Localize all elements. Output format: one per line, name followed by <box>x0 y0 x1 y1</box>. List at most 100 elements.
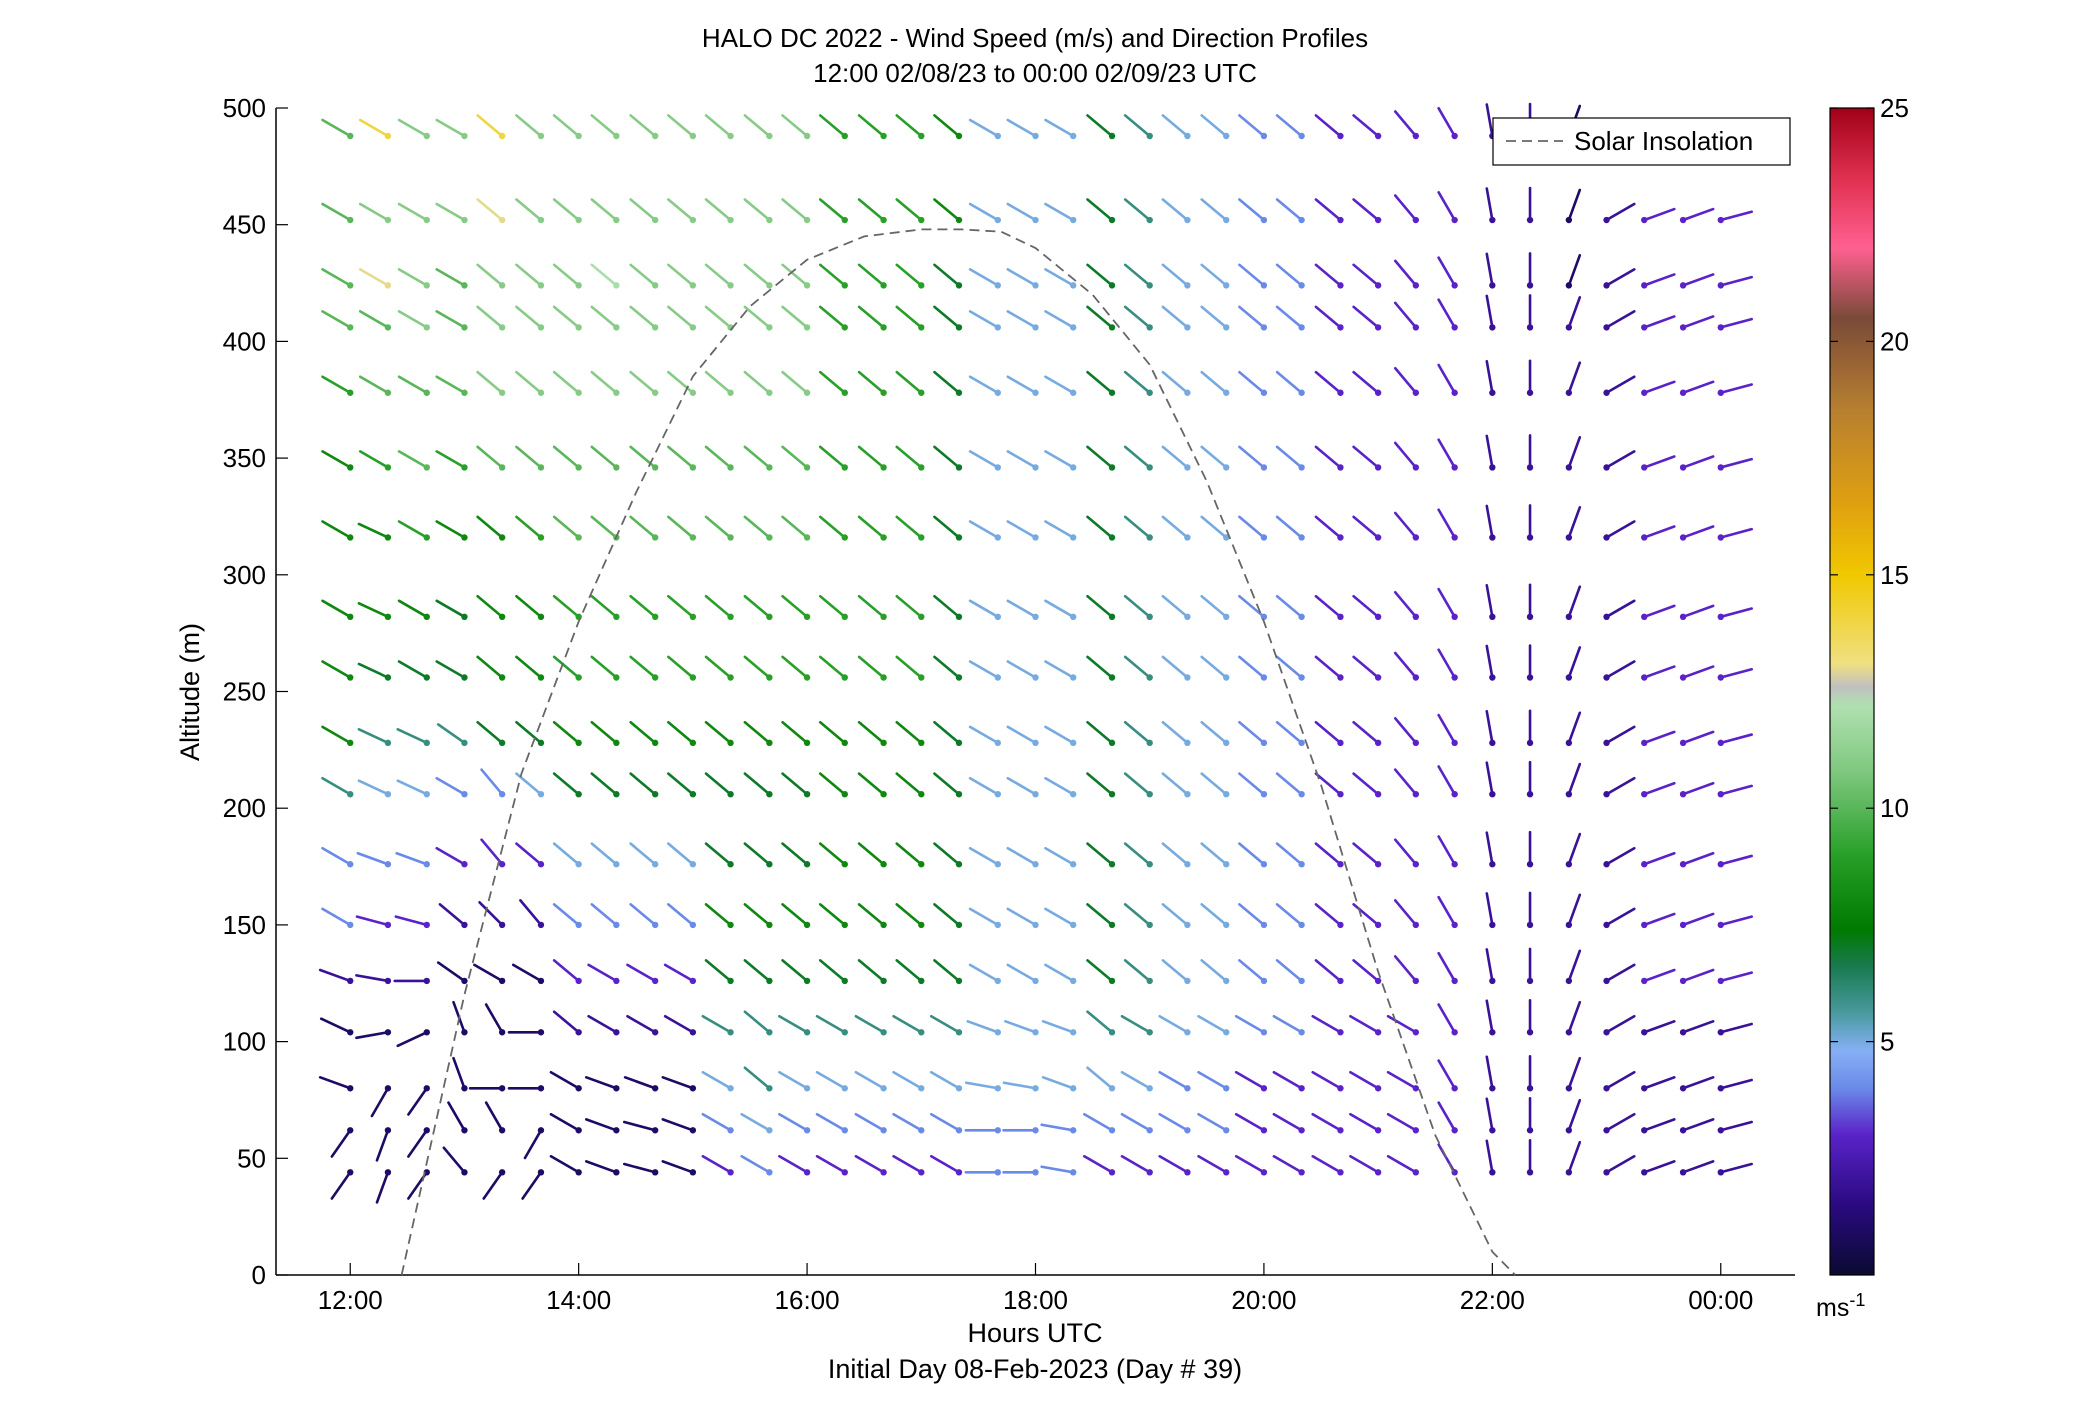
wind-barb-shaft <box>704 445 732 469</box>
wind-barb-shaft <box>1161 720 1189 745</box>
wind-barb-dot <box>689 1085 697 1092</box>
wind-barb-dot <box>347 739 354 747</box>
wind-barb-shaft <box>778 1155 809 1174</box>
wind-barb-shaft <box>1123 198 1152 222</box>
wind-barb-shaft <box>663 963 695 983</box>
wind-barb-shaft <box>1200 594 1228 619</box>
wind-barb-shaft <box>1605 202 1636 222</box>
wind-barb-dot <box>498 790 506 798</box>
wind-barb-dot <box>803 1169 811 1176</box>
wind-barb-dot <box>955 1169 963 1176</box>
legend: Solar Insolation <box>1492 117 1791 166</box>
wind-barb-shaft <box>321 725 352 745</box>
wind-barb-shaft <box>1352 959 1380 983</box>
wind-barb-dot <box>1069 739 1077 747</box>
wind-barb-shaft <box>1437 587 1456 619</box>
wind-barb-dot <box>841 534 848 541</box>
wind-barb-dot <box>1184 977 1191 985</box>
wind-barb-dot <box>1603 739 1610 747</box>
wind-barb-shaft <box>590 370 618 395</box>
wind-barb-shaft <box>1275 114 1303 138</box>
wind-barb-shaft <box>857 198 885 222</box>
wind-barb-shaft <box>1719 1078 1753 1090</box>
wind-barb-dot <box>689 216 697 224</box>
wind-barb-dot <box>575 216 582 224</box>
wind-barb-dot <box>1298 921 1305 929</box>
wind-barb-dot <box>498 861 506 868</box>
wind-barb-dot <box>1374 132 1382 140</box>
wind-barb-shaft <box>590 445 618 469</box>
wind-barb-shaft <box>321 520 352 539</box>
wind-barb-dot <box>1641 977 1648 985</box>
wind-barb-dot <box>423 861 430 868</box>
wind-barb-dot <box>1108 534 1116 541</box>
wind-barb-dot <box>1032 324 1039 331</box>
wind-barb-dot <box>1717 216 1724 224</box>
wind-barb-shaft <box>1393 194 1418 222</box>
wind-barb-shaft <box>1161 594 1189 619</box>
wind-barb-dot <box>727 1127 734 1134</box>
wind-barb-shaft <box>1352 594 1380 619</box>
wind-barb-dot <box>955 977 963 985</box>
wind-barb-shaft <box>704 305 732 329</box>
wind-barb-dot <box>1069 282 1077 289</box>
wind-barb-dot <box>575 282 582 289</box>
wind-barb-dot <box>1223 324 1230 331</box>
wind-barb-dot <box>1679 921 1687 929</box>
wind-barb-dot <box>1489 389 1496 396</box>
wind-barb-shaft <box>1086 903 1114 927</box>
wind-barb-shaft <box>1275 772 1303 796</box>
wind-barb-shaft <box>1197 1014 1228 1034</box>
wind-barb-shaft <box>480 838 504 866</box>
wind-barb-shaft <box>1200 959 1228 983</box>
wind-barb-dot <box>384 1127 392 1134</box>
wind-barb-dot <box>841 790 848 798</box>
wind-barb-dot <box>1260 790 1268 798</box>
wind-barb-shaft <box>629 772 657 796</box>
wind-barb-dot <box>689 739 697 747</box>
wind-barb-shaft <box>968 599 1000 619</box>
wind-barb-shaft <box>1352 655 1380 679</box>
wind-barb-dot <box>1069 132 1077 140</box>
wind-barb-shaft <box>1275 515 1303 539</box>
wind-barb-dot <box>994 282 1002 289</box>
wind-barb-shaft <box>743 305 771 329</box>
wind-barb-shaft <box>1238 114 1266 138</box>
wind-barb-shaft <box>358 310 390 329</box>
wind-barb-shaft <box>552 842 580 866</box>
wind-barb-shaft <box>968 375 1000 395</box>
wind-barb-dot <box>1108 464 1116 471</box>
wind-barb-shaft <box>552 263 580 287</box>
wind-barb-dot <box>651 1085 659 1092</box>
wind-barb-shaft <box>1567 762 1582 796</box>
wind-barb-shaft <box>1314 305 1342 329</box>
wind-barb-dot <box>423 216 430 224</box>
wind-barb-shaft <box>1314 445 1342 469</box>
wind-barb-dot <box>1451 282 1458 289</box>
wind-barb-dot <box>1146 674 1153 681</box>
wind-barb-dot <box>1146 921 1153 929</box>
wind-barb-shaft <box>1086 445 1114 469</box>
wind-barb-shaft <box>704 720 732 745</box>
wind-barb-dot <box>1374 861 1382 868</box>
wind-barb-shaft <box>358 375 390 395</box>
wind-barb-shaft <box>356 851 390 866</box>
wind-barb-dot <box>1032 921 1039 929</box>
wind-barb-dot <box>1032 861 1039 868</box>
wind-barb-shaft <box>1044 776 1075 796</box>
wind-barb-shaft <box>590 655 618 679</box>
wind-barb-shaft <box>1200 370 1228 395</box>
wind-barb-dot <box>347 977 354 985</box>
wind-barb-shaft <box>895 114 923 138</box>
wind-barb-shaft <box>818 772 847 796</box>
wind-barb-shaft <box>743 903 771 927</box>
wind-barb-shaft <box>1642 665 1676 679</box>
wind-barb-shaft <box>1719 1162 1753 1174</box>
wind-barb-shaft <box>857 114 885 138</box>
wind-barb-dot <box>498 1127 506 1134</box>
wind-barb-shaft <box>357 522 390 539</box>
wind-barb-dot <box>1223 921 1230 929</box>
wind-barb-shaft <box>357 779 390 796</box>
wind-barb-dot <box>766 389 773 396</box>
wind-barb-dot <box>1603 674 1610 681</box>
